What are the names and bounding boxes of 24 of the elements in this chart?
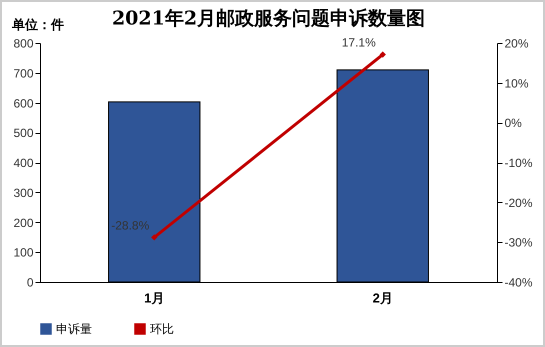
y2-tick-label: -30% [504,236,533,250]
y-tick-label: 800 [13,36,34,50]
y-tick-label: 400 [13,156,34,170]
y2-tick-label: -20% [504,196,533,210]
y2-tick-label: -10% [504,156,533,170]
data-label: -28.8% [111,218,150,232]
legend-label: 申诉量 [56,322,92,336]
y-tick-label: 500 [13,126,34,140]
y-tick-label: 0 [26,276,34,290]
y-tick-label: 600 [13,96,34,110]
x-tick-label: 1月 [144,290,164,306]
data-label: 17.1% [342,36,376,50]
y2-tick-label: 0% [504,116,522,130]
y-tick-label: 300 [13,186,34,200]
y2-tick-label: 10% [504,76,529,90]
y-tick-label: 700 [13,66,34,80]
y-tick-label: 200 [13,216,34,230]
chart-title: 2021年2月邮政服务问题申诉数量图 [112,8,426,30]
y2-tick-label: 20% [504,36,529,50]
y-tick-label: 100 [13,246,34,260]
y2-tick-label: -40% [504,276,533,290]
x-tick-label: 2月 [372,290,393,306]
legend-label: 环比 [150,322,174,336]
text: 单位：件 [12,17,64,34]
